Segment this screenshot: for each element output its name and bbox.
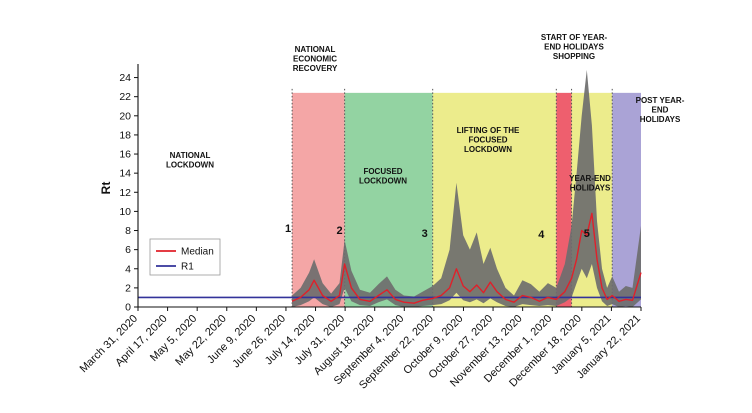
legend-box <box>149 238 221 276</box>
credible-interval-band <box>292 69 641 308</box>
legend-label-median: Median <box>181 247 214 258</box>
phase-label-4: START OF YEAR-END HOLIDAYS SHOPPING <box>541 33 608 61</box>
y-tick-label: 18 <box>119 129 131 141</box>
y-tick-label: 24 <box>119 72 131 84</box>
y-tick-label: 6 <box>125 244 131 256</box>
y-axis-label: Rt <box>99 182 113 195</box>
event-markers: 1 2 3 4 5 <box>285 223 590 241</box>
phase-band-2 <box>344 92 433 307</box>
y-tick-label: 8 <box>125 225 131 237</box>
phase-dividers <box>291 88 613 307</box>
y-tick-label: 20 <box>119 110 131 122</box>
event-marker-1: 1 <box>285 223 291 235</box>
y-tick-label: 0 <box>125 302 131 314</box>
phase-label-6: POST YEAR-END HOLIDAYS <box>636 96 685 124</box>
axes <box>134 64 642 311</box>
phase-label-2: FOCUSED LOCKDOWN <box>359 167 407 186</box>
phase-label-1: NATIONAL ECONOMIC RECOVERY <box>293 45 338 73</box>
event-marker-5: 5 <box>584 228 590 240</box>
y-tick-label: 14 <box>119 168 131 180</box>
y-tick-label: 4 <box>125 263 131 275</box>
series-line-median <box>291 212 642 304</box>
credible-interval-area <box>292 69 641 308</box>
y-tick-label: 10 <box>119 206 131 218</box>
y-tick-label: 16 <box>119 149 131 161</box>
phase-label-3: LIFTING OF THE FOCUSED LOCKDOWN <box>457 126 520 154</box>
event-marker-2: 2 <box>337 225 343 237</box>
y-tick-label: 12 <box>119 187 131 199</box>
y-tick-label: 22 <box>119 91 131 103</box>
event-marker-4: 4 <box>538 229 545 241</box>
y-tick-label: 2 <box>125 282 131 294</box>
series-lines <box>138 212 642 304</box>
event-marker-3: 3 <box>422 228 428 240</box>
phase-labels: NATIONAL LOCKDOWN NATIONAL ECONOMIC RECOVERY… <box>166 33 685 193</box>
legend-label-r1: R1 <box>181 262 194 273</box>
legend: Median R1 <box>149 238 221 276</box>
phase-label-0: NATIONAL LOCKDOWN <box>166 151 214 170</box>
phase-label-5: YEAR-END HOLIDAYS <box>569 174 611 193</box>
